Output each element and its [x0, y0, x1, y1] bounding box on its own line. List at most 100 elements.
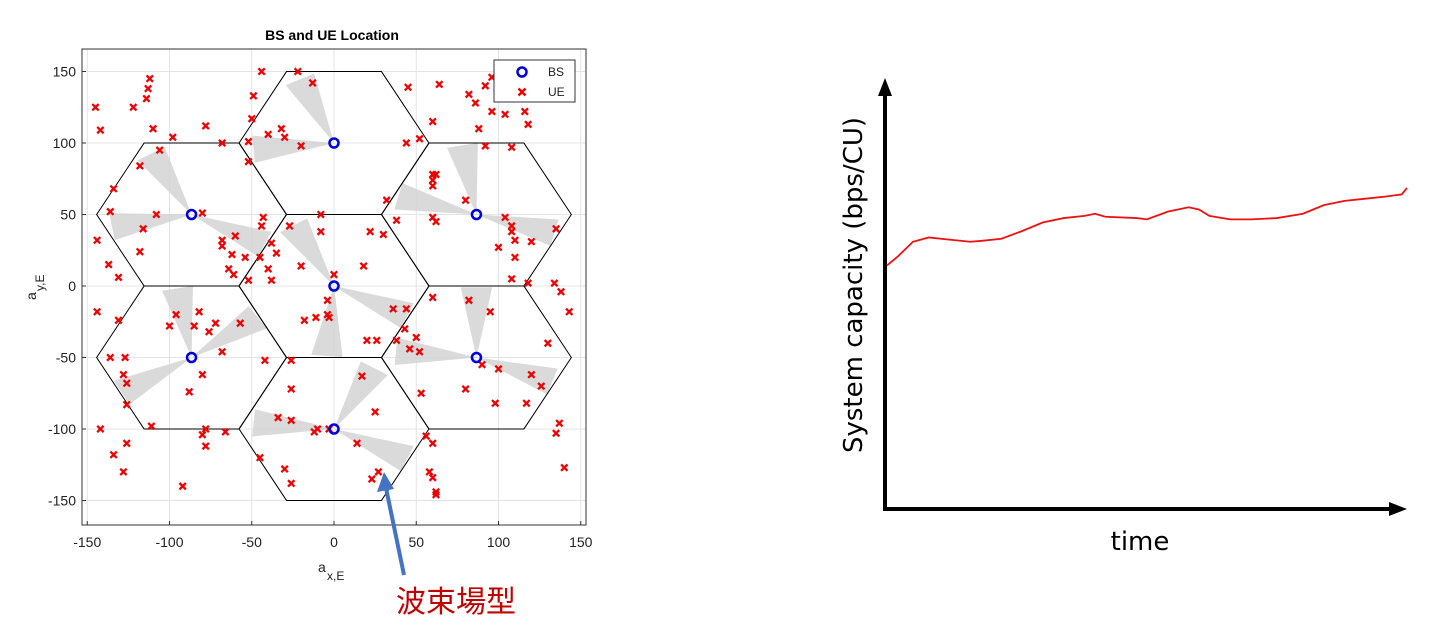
ue-marker [379, 230, 388, 239]
ue-marker [524, 120, 533, 129]
ue-marker [218, 241, 227, 250]
ue-marker [308, 78, 317, 87]
ue-marker [172, 310, 181, 319]
beam-wedge [113, 357, 192, 405]
ue-marker [507, 274, 516, 283]
annotation-text: 波束場型 [396, 585, 516, 620]
ue-marker [277, 124, 286, 133]
ue-marker [402, 138, 411, 148]
legend-ue-label: UE [548, 85, 565, 99]
ue-marker [405, 344, 414, 353]
ue-marker [255, 453, 264, 462]
ue-marker [382, 196, 391, 205]
beam-pattern-annotation: 波束場型 [377, 472, 516, 620]
ue-marker [109, 450, 118, 459]
ue-marker [400, 324, 409, 333]
ue-marker [287, 416, 296, 425]
x-tick-label: 50 [408, 534, 424, 550]
ue-marker [552, 224, 561, 233]
ue-marker [527, 370, 536, 379]
ue-marker [119, 370, 128, 379]
ue-marker [556, 287, 566, 296]
ue-marker [415, 134, 424, 143]
ue-marker [168, 133, 177, 142]
ue-marker [147, 422, 156, 431]
annotation-arrowhead [377, 472, 394, 492]
ue-marker [149, 124, 158, 133]
ue-marker [144, 84, 153, 93]
ue-marker [122, 439, 131, 448]
ue-marker [135, 161, 144, 170]
legend-bs-marker [516, 66, 528, 78]
ue-marker [313, 424, 322, 434]
ue-marker [550, 279, 559, 288]
ue-marker [211, 319, 220, 328]
ue-marker [178, 482, 187, 491]
ue-marker [316, 210, 325, 219]
ue-marker [297, 261, 306, 270]
y-tick-label: -100 [48, 421, 76, 437]
ue-marker [106, 207, 115, 216]
ue-marker [404, 83, 413, 92]
beam-wedge [191, 306, 267, 358]
legend-ue-marker [517, 87, 527, 97]
ue-marker [165, 322, 174, 331]
ue-marker [204, 327, 213, 336]
ue-marker [227, 250, 237, 259]
ue-marker [487, 107, 496, 116]
y-axis-label: System capacity (bps/CU) [839, 117, 869, 453]
ue-marker [106, 353, 115, 362]
ue-marker [428, 181, 437, 190]
ue-marker [104, 260, 113, 269]
ue-marker [236, 319, 245, 328]
x-axis-label: time [1111, 527, 1170, 557]
y-tick-label: 0 [68, 278, 76, 294]
y-axis-arrowhead [878, 78, 892, 96]
x-tick-label: 150 [569, 534, 593, 550]
ue-marker [257, 67, 266, 76]
ue-marker [474, 124, 483, 133]
x-axis [883, 502, 1407, 516]
ue-marker [524, 279, 533, 288]
ue-marker [247, 114, 256, 123]
ue-marker [139, 224, 148, 233]
x-axis-label-sub: x,E [327, 569, 344, 583]
ue-marker [231, 231, 240, 240]
bs-marker [470, 351, 483, 364]
ue-marker [501, 213, 510, 222]
x-tick-label: -150 [73, 534, 101, 550]
ue-marker [297, 141, 306, 150]
ue-marker [428, 473, 437, 482]
ue-marker [374, 467, 383, 476]
ue-marker [494, 364, 503, 373]
ue-marker [325, 313, 334, 322]
ue-marker [198, 370, 207, 379]
y-axis-label-main: a [23, 292, 39, 300]
ue-marker [464, 296, 473, 305]
ue-marker [412, 333, 421, 342]
ue-marker [543, 339, 552, 348]
x-tick-label: 100 [487, 534, 511, 550]
ue-marker [422, 432, 431, 441]
system-capacity-chart: time System capacity (bps/CU) [839, 78, 1408, 557]
ue-marker [435, 80, 444, 89]
ue-marker [93, 236, 102, 245]
ue-marker [417, 389, 426, 398]
beam-wedge [476, 214, 559, 246]
ue-marker [119, 467, 128, 476]
beam-wedge [137, 146, 192, 215]
ue-marker [96, 126, 105, 135]
bs-marker [470, 208, 483, 221]
bs-ue-location-chart: BS and UE Location -150 -100 -50 0 50 100 150 1… [23, 27, 593, 620]
ue-marker [357, 372, 366, 381]
ue-marker [91, 103, 100, 112]
x-axis-label-main: a [318, 559, 326, 575]
y-axis-label: a y,E [23, 275, 47, 300]
ue-marker [428, 117, 437, 126]
ue-marker [229, 270, 238, 279]
ue-marker [221, 427, 230, 436]
ue-marker [491, 399, 500, 408]
ue-marker [300, 316, 309, 325]
annotation-arrow [384, 487, 406, 576]
ue-marker [372, 336, 381, 345]
